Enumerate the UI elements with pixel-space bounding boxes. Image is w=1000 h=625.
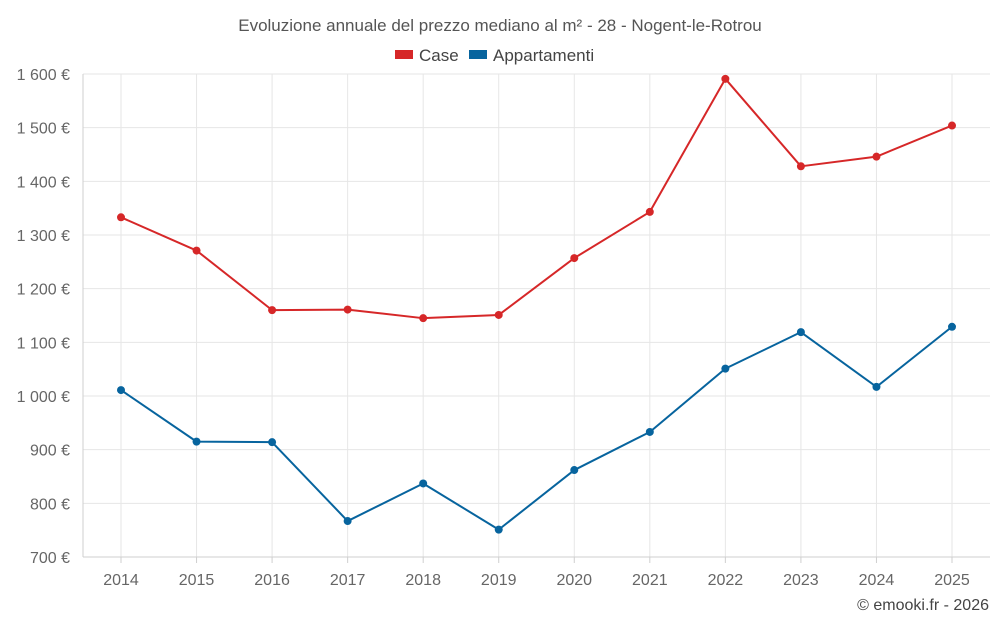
y-tick-label: 800 €	[30, 496, 70, 513]
x-tick-label: 2019	[481, 572, 517, 589]
data-point-case[interactable]	[419, 314, 428, 323]
legend-label-case: Case	[419, 46, 459, 65]
data-point-case[interactable]	[570, 254, 579, 263]
data-point-appartamenti[interactable]	[268, 438, 277, 447]
y-tick-label: 1 500 €	[17, 121, 70, 138]
y-tick-label: 1 300 €	[17, 228, 70, 245]
credit-text: © emooki.fr - 2026	[857, 597, 989, 614]
data-point-appartamenti[interactable]	[192, 437, 201, 446]
y-tick-label: 700 €	[30, 550, 70, 567]
x-tick-label: 2016	[254, 572, 290, 589]
data-point-appartamenti[interactable]	[570, 466, 579, 475]
y-tick-label: 1 200 €	[17, 282, 70, 299]
x-tick-label: 2022	[708, 572, 744, 589]
x-tick-label: 2021	[632, 572, 668, 589]
series-line-case	[120, 77, 953, 320]
x-tick-label: 2015	[179, 572, 215, 589]
data-point-appartamenti[interactable]	[645, 427, 654, 436]
data-point-appartamenti[interactable]	[343, 517, 352, 526]
y-tick-label: 1 600 €	[17, 67, 70, 84]
x-tick-label: 2023	[783, 572, 819, 589]
x-tick-label: 2017	[330, 572, 366, 589]
legend-swatch-appartamenti	[469, 50, 487, 59]
y-tick-label: 1 000 €	[17, 389, 70, 406]
x-tick-label: 2020	[556, 572, 592, 589]
legend-item-appartamenti[interactable]: Appartamenti	[469, 46, 594, 65]
chart-title: Evoluzione annuale del prezzo mediano al…	[238, 16, 762, 35]
x-tick-label: 2024	[859, 572, 895, 589]
series	[117, 74, 956, 534]
legend-item-case[interactable]: Case	[395, 46, 459, 65]
data-point-case[interactable]	[796, 162, 805, 171]
data-point-appartamenti[interactable]	[796, 328, 805, 337]
data-point-case[interactable]	[645, 207, 654, 216]
grid	[83, 73, 990, 557]
data-point-case[interactable]	[721, 74, 730, 83]
data-point-case[interactable]	[948, 121, 956, 130]
y-tick-label: 1 100 €	[17, 335, 70, 352]
series-line-appartamenti	[120, 325, 953, 531]
data-point-case[interactable]	[494, 310, 503, 319]
legend-swatch-case	[395, 50, 413, 59]
data-point-appartamenti[interactable]	[872, 382, 881, 391]
data-point-case[interactable]	[343, 305, 352, 314]
x-tick-label: 2014	[103, 572, 139, 589]
axes: 700 € 800 € 900 € 1 000 € 1 100 € 1 200 € 1 30…	[17, 67, 990, 589]
data-point-case[interactable]	[872, 152, 881, 161]
legend-label-appartamenti: Appartamenti	[493, 46, 594, 65]
x-tick-label: 2018	[405, 572, 441, 589]
data-point-case[interactable]	[192, 246, 201, 255]
y-tick-label: 1 400 €	[17, 174, 70, 191]
data-point-appartamenti[interactable]	[494, 525, 503, 534]
data-point-case[interactable]	[117, 213, 125, 222]
legend: Case Appartamenti	[395, 46, 594, 65]
data-point-appartamenti[interactable]	[117, 386, 125, 395]
data-point-appartamenti[interactable]	[419, 479, 428, 488]
data-point-appartamenti[interactable]	[721, 364, 730, 373]
data-point-appartamenti[interactable]	[948, 322, 956, 331]
data-point-case[interactable]	[268, 306, 277, 315]
y-tick-label: 900 €	[30, 443, 70, 460]
x-tick-label: 2025	[934, 572, 970, 589]
